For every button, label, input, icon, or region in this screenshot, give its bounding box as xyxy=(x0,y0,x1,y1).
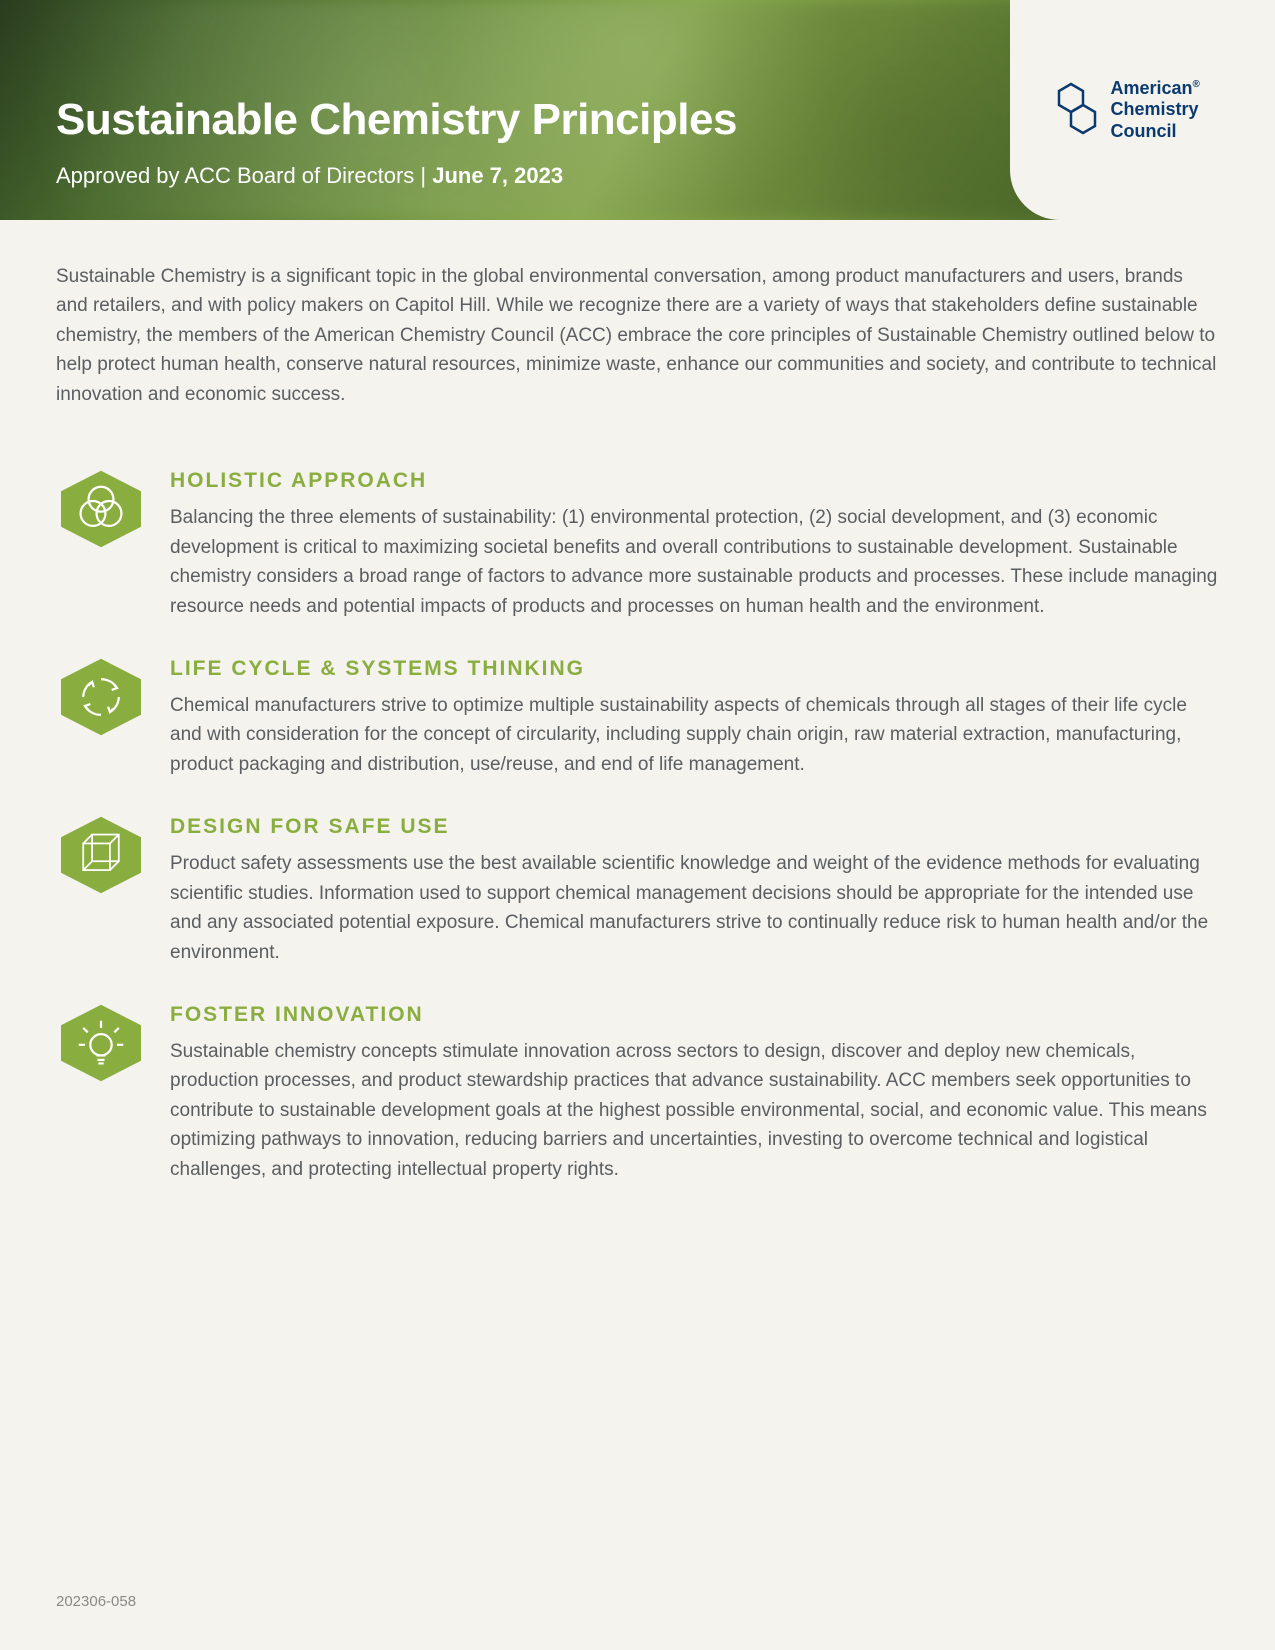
principle-body: DESIGN FOR SAFE USE Product safety asses… xyxy=(170,815,1219,967)
principle-body: FOSTER INNOVATION Sustainable chemistry … xyxy=(170,1003,1219,1184)
principle-item: HOLISTIC APPROACH Balancing the three el… xyxy=(56,469,1219,621)
intro-paragraph: Sustainable Chemistry is a significant t… xyxy=(0,220,1275,439)
header-content: Sustainable Chemistry Principles Approve… xyxy=(56,95,737,189)
page-subtitle: Approved by ACC Board of Directors | Jun… xyxy=(56,163,737,189)
principle-text: Balancing the three elements of sustaina… xyxy=(170,503,1219,621)
principle-text: Product safety assessments use the best … xyxy=(170,849,1219,967)
principle-title: HOLISTIC APPROACH xyxy=(170,469,1219,493)
principle-item: LIFE CYCLE & SYSTEMS THINKING Chemical m… xyxy=(56,657,1219,779)
principle-item: FOSTER INNOVATION Sustainable chemistry … xyxy=(56,1003,1219,1184)
logo-line1: American xyxy=(1111,78,1193,98)
subtitle-date: June 7, 2023 xyxy=(432,163,563,188)
principle-item: DESIGN FOR SAFE USE Product safety asses… xyxy=(56,815,1219,967)
bulb-icon xyxy=(56,1003,146,1083)
logo-line2: Chemistry xyxy=(1111,99,1199,119)
registered-mark: ® xyxy=(1193,79,1200,90)
acc-logo: American® Chemistry Council xyxy=(1053,78,1233,143)
principle-body: LIFE CYCLE & SYSTEMS THINKING Chemical m… xyxy=(170,657,1219,779)
principle-title: LIFE CYCLE & SYSTEMS THINKING xyxy=(170,657,1219,681)
principle-title: DESIGN FOR SAFE USE xyxy=(170,815,1219,839)
principles-list: HOLISTIC APPROACH Balancing the three el… xyxy=(0,439,1275,1184)
logo-line3: Council xyxy=(1111,121,1177,141)
logo-text: American® Chemistry Council xyxy=(1111,78,1200,143)
logo-container: American® Chemistry Council xyxy=(1010,0,1275,220)
logo-hexagons-icon xyxy=(1053,80,1103,140)
principle-text: Chemical manufacturers strive to optimiz… xyxy=(170,691,1219,779)
document-id: 202306-058 xyxy=(56,1593,136,1610)
subtitle-prefix: Approved by ACC Board of Directors | xyxy=(56,163,432,188)
venn-icon xyxy=(56,469,146,549)
principle-text: Sustainable chemistry concepts stimulate… xyxy=(170,1037,1219,1184)
cube-icon xyxy=(56,815,146,895)
cycle-icon xyxy=(56,657,146,737)
principle-body: HOLISTIC APPROACH Balancing the three el… xyxy=(170,469,1219,621)
page-title: Sustainable Chemistry Principles xyxy=(56,95,737,145)
header-banner: Sustainable Chemistry Principles Approve… xyxy=(0,0,1275,220)
principle-title: FOSTER INNOVATION xyxy=(170,1003,1219,1027)
